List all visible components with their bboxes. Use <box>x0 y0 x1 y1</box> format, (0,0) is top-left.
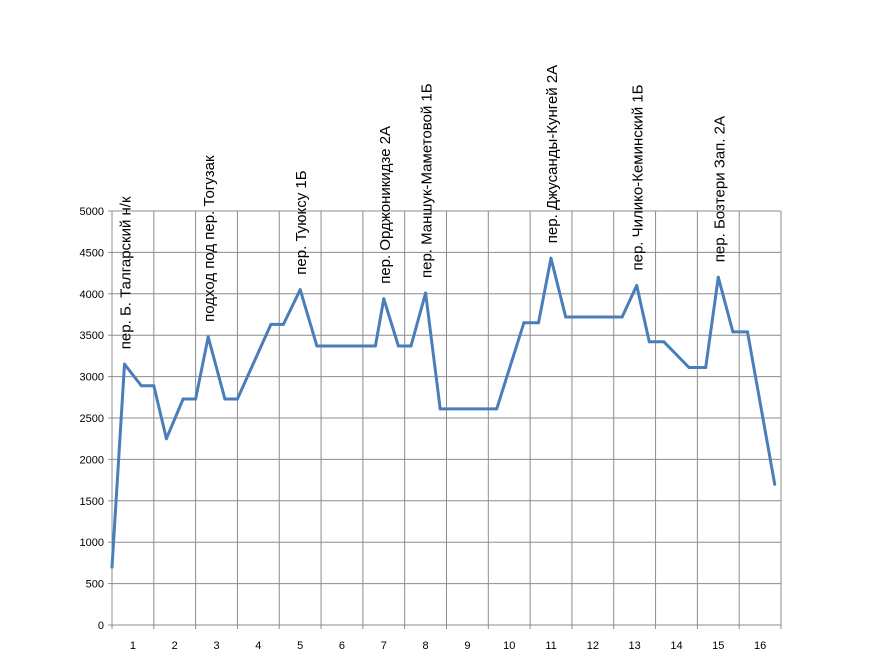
data-point <box>223 397 227 401</box>
data-point <box>152 384 156 388</box>
data-point <box>704 365 708 369</box>
y-tick-label: 5000 <box>80 206 104 218</box>
data-point <box>564 315 568 319</box>
x-tick-label: 3 <box>213 640 219 652</box>
y-tick-label: 1500 <box>80 496 104 508</box>
data-point <box>647 340 651 344</box>
x-tick-label: 6 <box>339 640 345 652</box>
y-tick-label: 4000 <box>80 289 104 301</box>
data-point <box>206 335 210 339</box>
x-axis-tick-labels: 1 2 3 4 5 6 7 8 9 10 11 12 13 14 15 16 <box>130 640 766 652</box>
data-point <box>123 362 127 366</box>
y-tick-label: 1000 <box>80 537 104 549</box>
x-tick-label: 4 <box>255 640 261 652</box>
data-point <box>522 321 526 325</box>
data-point <box>139 384 143 388</box>
pass-annotations: пер. Б. Талгарский н/к подход под пер. То… <box>118 65 729 349</box>
x-tick-label: 2 <box>172 640 178 652</box>
pass-annotation: пер. Маншук-Маметовой 1Б <box>419 83 436 278</box>
data-point <box>181 397 185 401</box>
data-point <box>382 297 386 301</box>
data-point <box>495 407 499 411</box>
data-point <box>687 365 691 369</box>
y-tick-label: 2000 <box>80 454 104 466</box>
data-point <box>373 344 377 348</box>
data-point <box>348 344 352 348</box>
x-tick-label: 13 <box>629 640 641 652</box>
x-tick-label: 14 <box>670 640 682 652</box>
data-point <box>438 407 442 411</box>
data-point <box>635 284 639 288</box>
pass-annotation: подход под пер. Тогузак <box>201 155 218 322</box>
data-point <box>269 322 273 326</box>
data-point <box>164 437 168 441</box>
data-point <box>536 321 540 325</box>
pass-annotation: пер. Б. Талгарский н/к <box>118 196 135 349</box>
data-point <box>620 315 624 319</box>
data-point <box>315 344 319 348</box>
x-tick-label: 1 <box>130 640 136 652</box>
y-tick-label: 3500 <box>80 330 104 342</box>
data-point <box>298 288 302 292</box>
x-tick-label: 9 <box>464 640 470 652</box>
data-point <box>194 397 198 401</box>
x-tick-label: 12 <box>587 640 599 652</box>
pass-annotation: пер. Орджоникидзе 2А <box>377 126 394 284</box>
x-tick-label: 7 <box>381 640 387 652</box>
data-point <box>235 397 239 401</box>
data-point <box>409 344 413 348</box>
series-line <box>110 256 777 569</box>
y-tick-label: 4500 <box>80 247 104 259</box>
data-point <box>424 291 428 295</box>
data-point <box>110 565 114 569</box>
data-point <box>281 322 285 326</box>
data-point <box>662 340 666 344</box>
data-point <box>773 482 777 486</box>
y-tick-label: 3000 <box>80 372 104 384</box>
y-axis-tick-labels: 0 500 1000 1500 2000 2500 3000 3500 4000 4500 5000 <box>80 206 104 632</box>
pass-annotation: пер. Бозтери Зап. 2А <box>711 116 728 262</box>
x-tick-label: 11 <box>545 640 556 652</box>
x-tick-label: 5 <box>297 640 303 652</box>
data-point <box>396 344 400 348</box>
pass-annotation: пер. Джусанды-Кунгей 2А <box>544 65 561 243</box>
x-tick-label: 16 <box>754 640 766 652</box>
x-tick-label: 10 <box>503 640 515 652</box>
pass-annotation: пер. Туюксу 1Б <box>293 170 310 274</box>
data-point <box>731 330 735 334</box>
pass-annotation: пер. Чилико-Кеминский 1Б <box>630 84 647 270</box>
y-tick-label: 500 <box>86 579 104 591</box>
elevation-series <box>110 256 777 569</box>
x-tick-label: 15 <box>712 640 724 652</box>
y-tick-label: 0 <box>98 620 104 632</box>
data-point <box>716 275 720 279</box>
gridlines <box>112 210 782 625</box>
y-tick-label: 2500 <box>80 413 104 425</box>
data-point <box>549 256 553 260</box>
x-tick-label: 8 <box>423 640 429 652</box>
data-point <box>746 330 750 334</box>
